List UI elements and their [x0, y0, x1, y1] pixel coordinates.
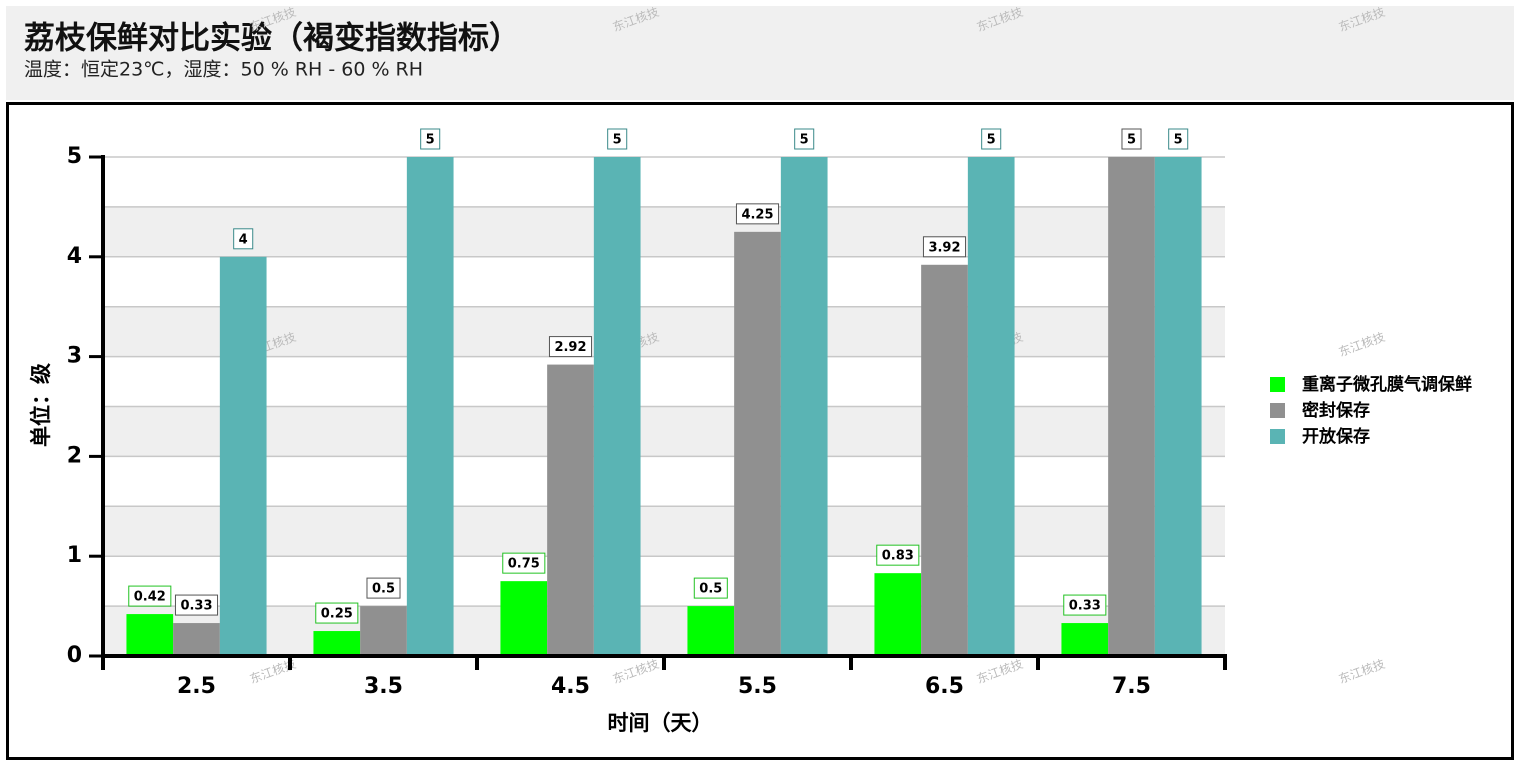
x-tick-label: 3.5	[364, 674, 403, 699]
legend-label: 重离子微孔膜气调保鲜	[1302, 374, 1472, 395]
grid-band	[103, 406, 1225, 457]
data-label: 5	[1127, 133, 1136, 148]
watermark: 东江核技	[1337, 657, 1387, 687]
bar	[967, 157, 1015, 656]
data-label-box	[502, 552, 546, 574]
data-label: 0.75	[508, 557, 540, 572]
x-tick-label: 2.5	[177, 674, 216, 699]
x-tick-label: 6.5	[925, 674, 964, 699]
data-label-box	[735, 203, 780, 225]
data-label: 5	[987, 133, 996, 148]
data-label-box	[420, 128, 441, 150]
legend-label: 密封保存	[1302, 400, 1370, 421]
data-label: 0.33	[1069, 599, 1101, 614]
bar	[874, 573, 922, 656]
data-label-box	[1168, 128, 1189, 150]
data-label: 0.83	[882, 549, 914, 564]
y-tick-label: 0	[67, 643, 82, 668]
bar	[1108, 157, 1155, 656]
data-label-box	[1063, 594, 1107, 616]
watermark: 东江核技	[611, 657, 661, 687]
bar	[734, 231, 781, 656]
legend-swatch	[1270, 429, 1285, 444]
data-label-box	[794, 128, 815, 150]
bar	[547, 364, 594, 656]
data-label: 2.92	[554, 340, 586, 355]
data-label-box	[128, 585, 172, 607]
x-tick-label: 5.5	[738, 674, 777, 699]
grid-band	[103, 606, 1225, 656]
bar	[593, 157, 641, 656]
data-label-box	[1121, 128, 1142, 150]
bar	[1154, 157, 1202, 656]
legend-label: 开放保存	[1302, 426, 1370, 447]
data-label: 4	[239, 232, 248, 247]
bar	[780, 157, 828, 656]
bar	[500, 581, 548, 656]
y-axis-label: 单位：级	[29, 363, 53, 447]
bar	[406, 157, 454, 656]
chart-subtitle: 温度：恒定23℃，湿度：50 % RH - 60 % RH	[24, 59, 423, 81]
data-label: 0.33	[180, 599, 212, 614]
chart-frame	[6, 102, 1514, 760]
data-label: 0.5	[699, 582, 722, 597]
data-label-box	[922, 236, 967, 258]
data-label: 5	[613, 133, 622, 148]
data-label-box	[607, 128, 628, 150]
x-axis-label: 时间（天）	[608, 711, 713, 735]
data-label: 0.25	[321, 607, 353, 622]
bar	[313, 631, 361, 656]
grid-band	[103, 306, 1225, 357]
y-tick-label: 5	[67, 144, 82, 169]
data-label: 0.5	[372, 582, 395, 597]
watermark: 东江核技	[1337, 330, 1387, 360]
bar	[126, 614, 174, 656]
bar	[219, 256, 267, 656]
bar	[173, 623, 220, 656]
grid-band	[103, 206, 1225, 257]
legend-swatch	[1270, 377, 1285, 392]
data-label-box	[548, 336, 593, 358]
bar	[360, 606, 407, 656]
data-label: 5	[800, 133, 809, 148]
data-label: 4.25	[741, 207, 773, 222]
y-tick-label: 4	[67, 244, 82, 269]
data-label-box	[876, 544, 920, 566]
data-label: 5	[1174, 133, 1183, 148]
legend-swatch	[1270, 403, 1285, 418]
data-label: 5	[426, 133, 435, 148]
data-label-box	[174, 594, 219, 616]
chart-title: 荔枝保鲜对比实验（褐变指数指标）	[24, 21, 520, 57]
watermark: 东江核技	[975, 657, 1025, 687]
data-label: 0.42	[134, 590, 166, 605]
data-label-box	[315, 602, 359, 624]
header-band	[6, 6, 1514, 100]
bar	[921, 264, 968, 656]
grid-band	[103, 506, 1225, 557]
bar	[687, 606, 735, 656]
data-label-box	[693, 577, 728, 599]
data-label-box	[366, 577, 401, 599]
y-tick-label: 3	[67, 344, 82, 369]
x-tick-label: 4.5	[551, 674, 590, 699]
x-tick-label: 7.5	[1112, 674, 1151, 699]
bar	[1061, 623, 1109, 656]
y-tick-label: 2	[67, 443, 82, 468]
data-label-box	[233, 228, 254, 250]
data-label: 3.92	[928, 240, 960, 255]
data-label-box	[981, 128, 1002, 150]
y-tick-label: 1	[67, 543, 82, 568]
